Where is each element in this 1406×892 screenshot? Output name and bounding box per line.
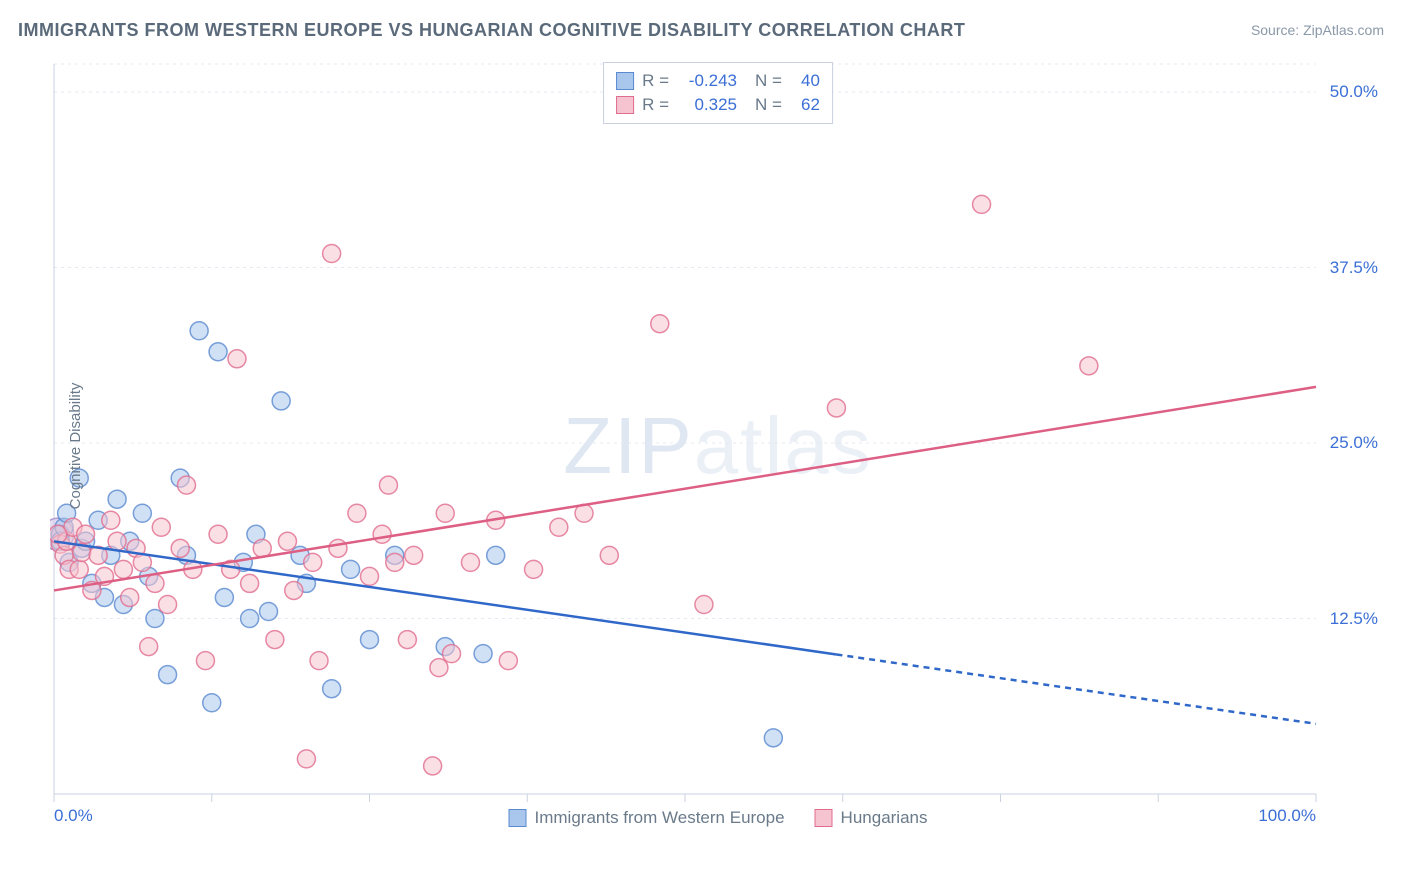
scatter-plot-svg (50, 60, 1386, 832)
legend-row-2: R = 0.325 N = 62 (616, 93, 820, 117)
y-tick-label: 12.5% (1330, 609, 1378, 629)
legend-label-1: Immigrants from Western Europe (535, 808, 785, 828)
n-value-1: 40 (790, 71, 820, 91)
y-axis-label: Cognitive Disability (67, 383, 84, 510)
y-tick-label: 50.0% (1330, 82, 1378, 102)
r-label: R = (642, 95, 669, 115)
swatch-series-2 (815, 809, 833, 827)
x-tick-label: 0.0% (54, 806, 93, 826)
chart-title: IMMIGRANTS FROM WESTERN EUROPE VS HUNGAR… (18, 20, 965, 41)
source-attribution: Source: ZipAtlas.com (1251, 22, 1384, 38)
legend-item-1: Immigrants from Western Europe (509, 808, 785, 828)
n-label: N = (755, 71, 782, 91)
y-tick-label: 25.0% (1330, 433, 1378, 453)
r-value-2: 0.325 (677, 95, 737, 115)
legend-row-1: R = -0.243 N = 40 (616, 69, 820, 93)
legend-label-2: Hungarians (841, 808, 928, 828)
x-tick-label: 100.0% (1258, 806, 1316, 826)
n-label: N = (755, 95, 782, 115)
y-tick-label: 37.5% (1330, 258, 1378, 278)
chart-area: ZIPatlas R = -0.243 N = 40 R = 0.325 N =… (50, 60, 1386, 832)
chart-container: IMMIGRANTS FROM WESTERN EUROPE VS HUNGAR… (0, 0, 1406, 892)
correlation-legend: R = -0.243 N = 40 R = 0.325 N = 62 (603, 62, 833, 124)
r-label: R = (642, 71, 669, 91)
series-legend: Immigrants from Western Europe Hungarian… (499, 804, 938, 832)
r-value-1: -0.243 (677, 71, 737, 91)
legend-item-2: Hungarians (815, 808, 928, 828)
swatch-series-1 (509, 809, 527, 827)
n-value-2: 62 (790, 95, 820, 115)
swatch-series-2 (616, 96, 634, 114)
swatch-series-1 (616, 72, 634, 90)
